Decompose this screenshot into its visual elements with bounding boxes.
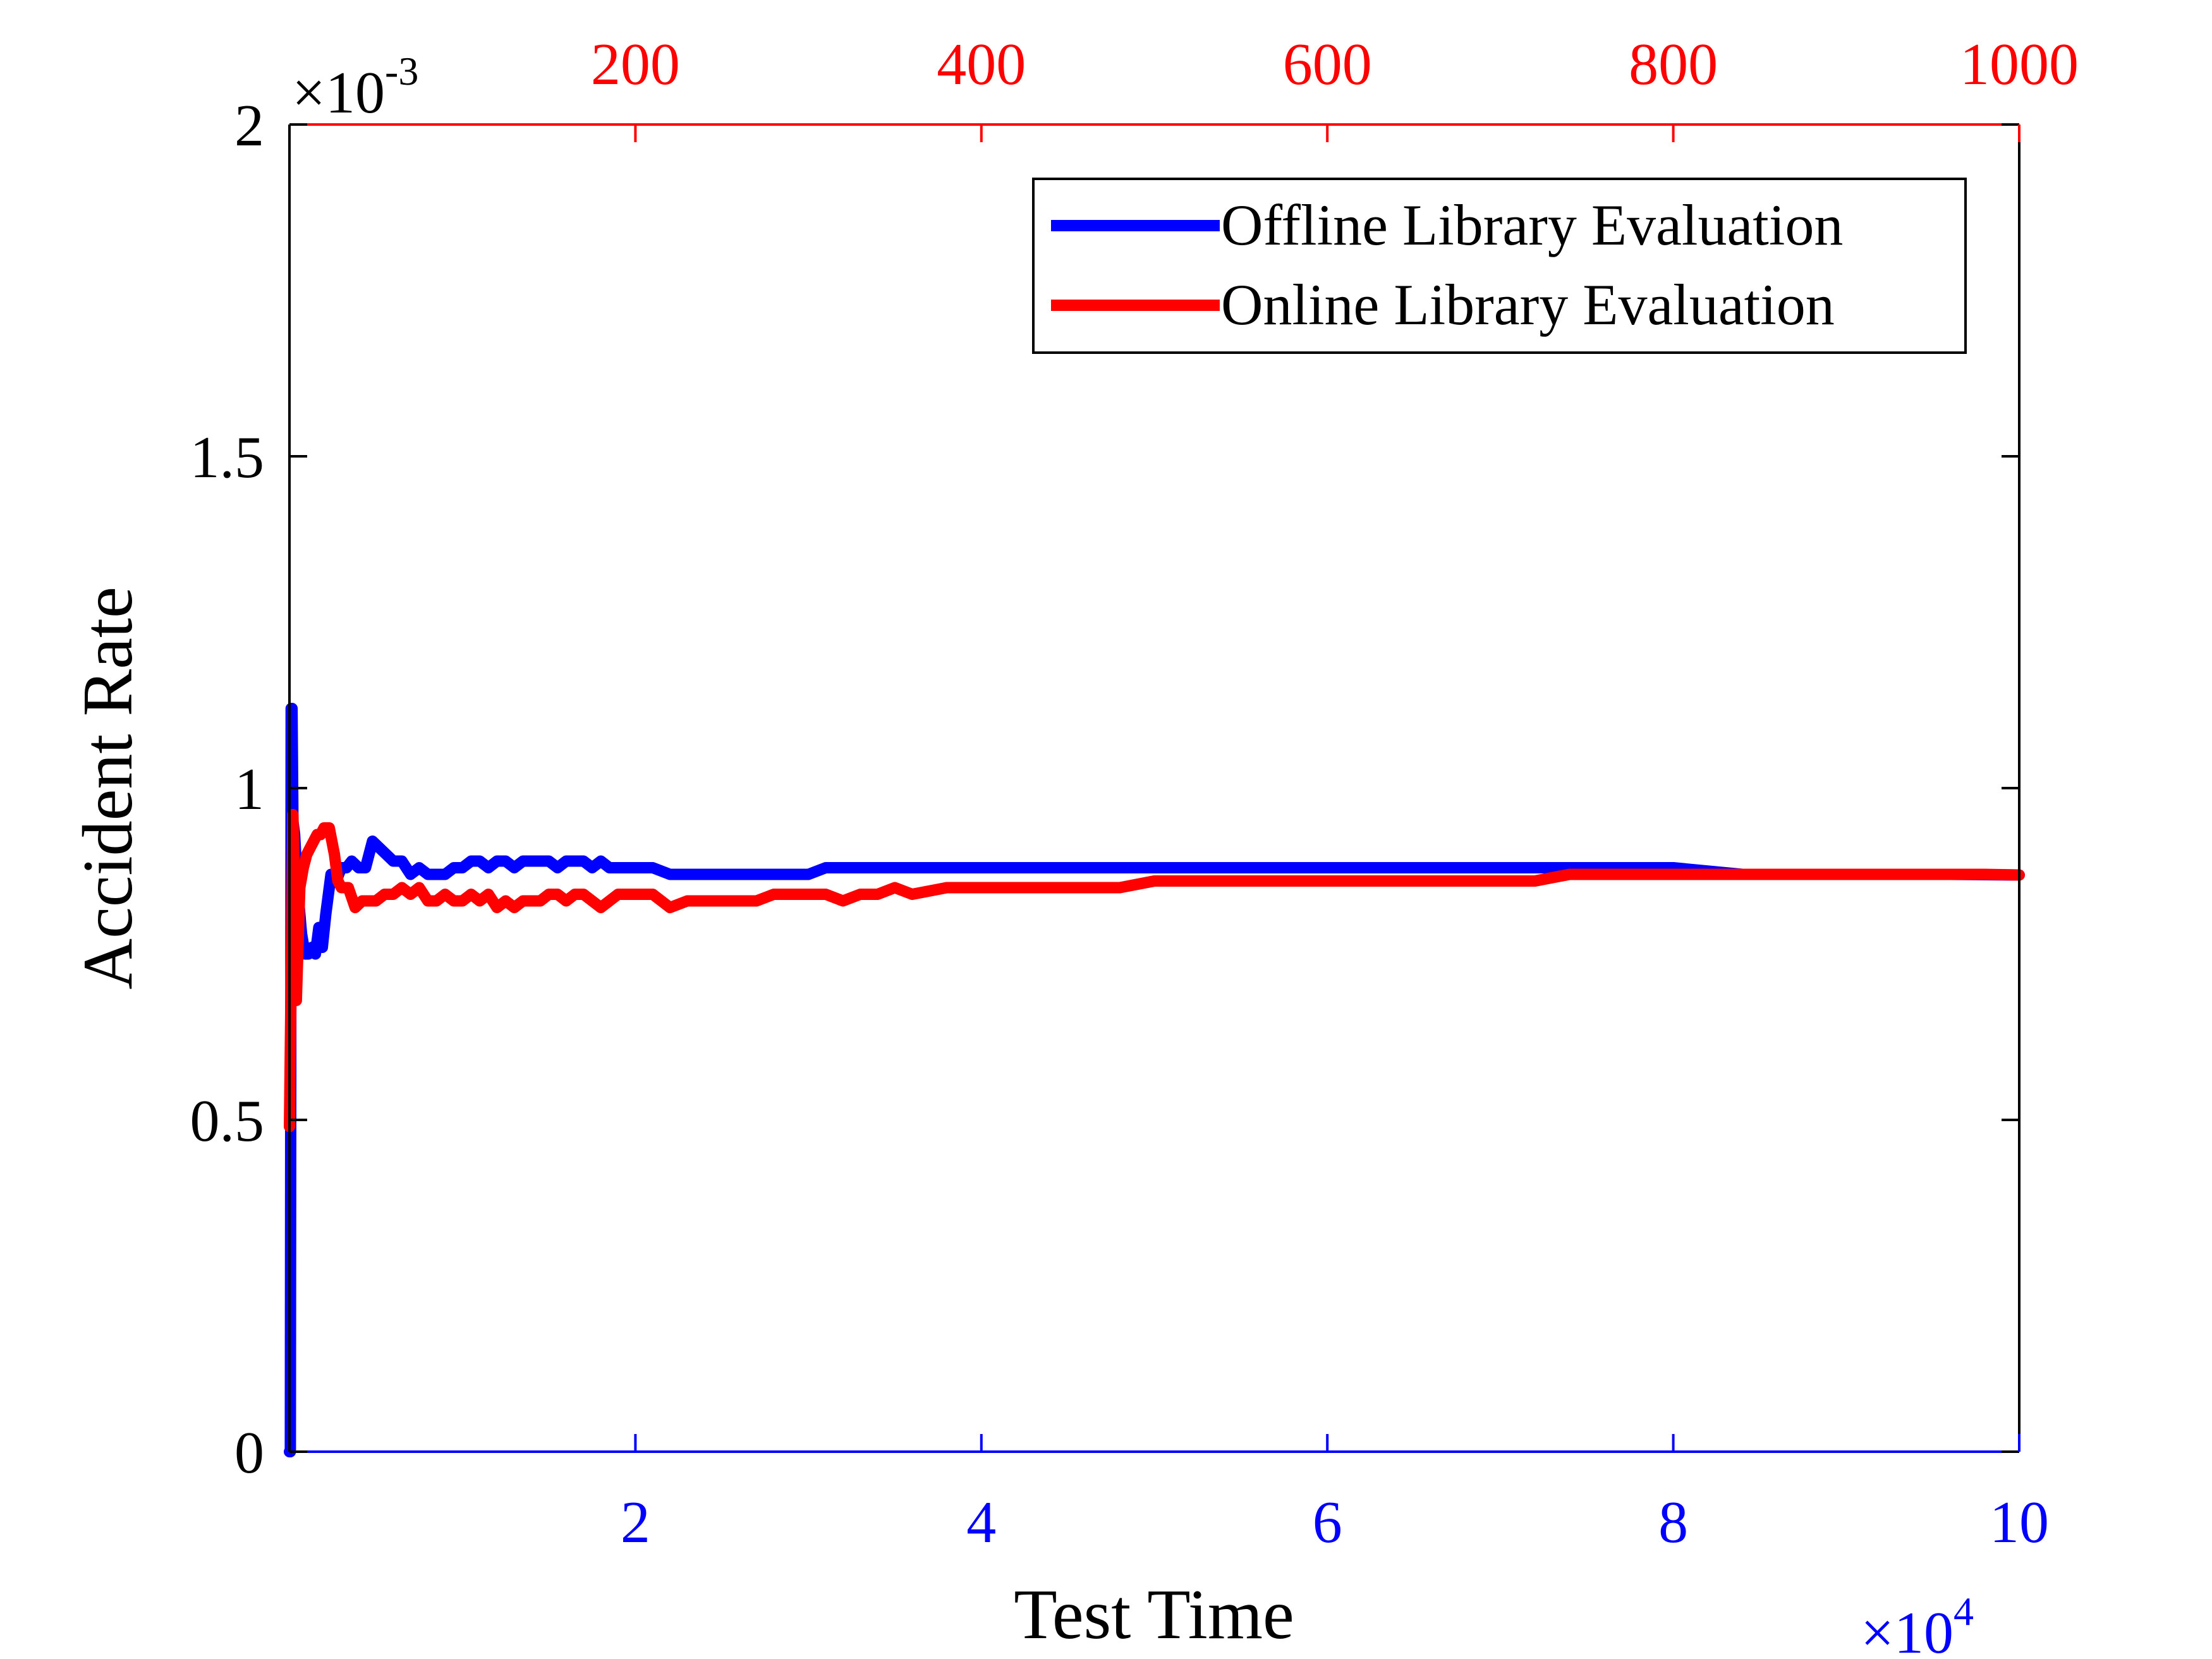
- y-tick-label: 2: [234, 93, 264, 159]
- x-exponent-label: ×104: [1861, 1589, 1974, 1659]
- x-exponent-power: 4: [1954, 1589, 1974, 1634]
- y-tick-label: 1: [234, 757, 264, 822]
- x-top-tick-label: 200: [591, 32, 680, 97]
- legend: Offline Library Evaluation Online Librar…: [1032, 178, 1967, 354]
- x-axis-label: Test Time: [1014, 1576, 1294, 1654]
- x-bottom-tick-label: 6: [1313, 1490, 1342, 1555]
- x-bottom-tick-label: 8: [1658, 1490, 1688, 1555]
- x-top-tick-label: 1000: [1960, 32, 2079, 97]
- labels-layer: Test Time Accident Rate ×10-3 ×104 00.51…: [69, 32, 2079, 1659]
- x-bottom-tick-label: 2: [621, 1490, 650, 1555]
- legend-label-online: Online Library Evaluation: [1221, 272, 1835, 337]
- x-exponent-base: ×10: [1861, 1600, 1954, 1659]
- series-line-online: [284, 809, 2025, 1133]
- y-tick-label: 1.5: [190, 425, 265, 490]
- x-bottom-tick-label: 10: [1990, 1490, 2049, 1555]
- y-tick-label: 0.5: [190, 1088, 265, 1154]
- x-bottom-tick-label: 4: [966, 1490, 996, 1555]
- x-top-tick-label: 600: [1283, 32, 1372, 97]
- y-exponent-power: -3: [385, 49, 418, 94]
- series-layer: [284, 703, 2025, 1457]
- y-exponent-label: ×10-3: [292, 49, 418, 126]
- y-exponent-base: ×10: [292, 60, 385, 126]
- y-axis-label: Accident Rate: [69, 586, 147, 990]
- x-top-tick-label: 400: [937, 32, 1026, 97]
- x-top-tick-label: 800: [1629, 32, 1718, 97]
- legend-box: [1032, 178, 1967, 354]
- axes-layer: [288, 123, 2021, 1453]
- series-line-offline: [284, 703, 2025, 1457]
- legend-label-offline: Offline Library Evaluation: [1221, 193, 1843, 257]
- y-tick-label: 0: [234, 1420, 264, 1486]
- ticks-layer: [289, 123, 2021, 1453]
